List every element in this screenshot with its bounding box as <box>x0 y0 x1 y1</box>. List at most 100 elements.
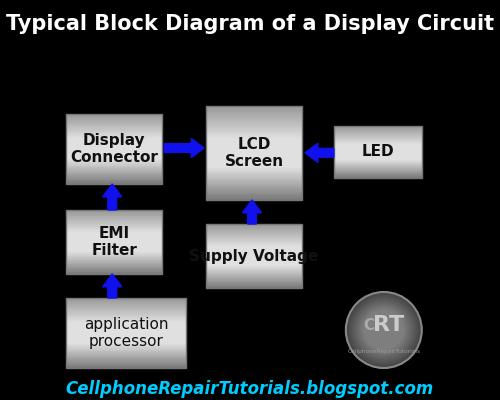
Circle shape <box>348 295 419 365</box>
Bar <box>66 134 162 135</box>
Bar <box>66 114 162 184</box>
Bar <box>206 265 302 266</box>
Bar <box>66 164 162 166</box>
Bar <box>66 318 186 320</box>
Bar <box>66 116 162 118</box>
Bar <box>66 264 162 265</box>
Bar <box>66 234 162 235</box>
Bar <box>66 154 162 155</box>
Bar <box>66 162 162 164</box>
FancyArrow shape <box>164 138 204 158</box>
Bar <box>66 152 162 153</box>
Bar <box>206 136 302 138</box>
Bar <box>66 136 162 137</box>
Bar <box>66 353 186 354</box>
Bar <box>206 232 302 233</box>
Bar <box>66 351 186 352</box>
Bar <box>206 243 302 244</box>
Bar <box>66 302 186 303</box>
Bar <box>66 125 162 126</box>
Bar <box>66 367 186 368</box>
Bar <box>206 242 302 243</box>
Bar <box>206 284 302 285</box>
Bar <box>66 115 162 117</box>
Bar <box>66 364 186 365</box>
Bar <box>66 244 162 245</box>
Bar <box>66 210 162 212</box>
Bar <box>334 150 422 151</box>
Bar <box>66 273 162 274</box>
Bar <box>66 359 186 360</box>
Bar <box>66 312 186 313</box>
Bar <box>206 189 302 191</box>
Bar <box>66 246 162 247</box>
Bar <box>66 213 162 214</box>
Circle shape <box>361 307 406 353</box>
Bar <box>206 249 302 250</box>
Bar <box>66 167 162 168</box>
Bar <box>66 314 186 316</box>
Bar <box>66 212 162 213</box>
Bar <box>66 145 162 146</box>
Bar <box>334 131 422 132</box>
Bar <box>66 331 186 332</box>
Bar <box>66 335 186 336</box>
Bar <box>66 215 162 216</box>
Bar <box>66 178 162 179</box>
Bar <box>66 257 162 258</box>
Bar <box>334 161 422 162</box>
Bar <box>66 231 162 232</box>
Bar <box>206 197 302 199</box>
Bar <box>66 344 186 345</box>
Bar <box>334 143 422 144</box>
Bar <box>66 345 186 346</box>
Bar <box>66 366 186 367</box>
Bar <box>334 128 422 129</box>
Bar <box>206 132 302 133</box>
Bar <box>66 346 186 348</box>
Bar <box>334 146 422 148</box>
Bar <box>66 156 162 158</box>
Bar <box>334 141 422 142</box>
Bar <box>66 298 186 368</box>
Circle shape <box>348 294 420 366</box>
Bar <box>334 155 422 156</box>
Bar <box>66 114 162 115</box>
Circle shape <box>352 298 416 362</box>
Bar <box>206 259 302 260</box>
Bar <box>206 236 302 238</box>
Circle shape <box>363 309 405 351</box>
Bar <box>206 109 302 111</box>
Circle shape <box>356 302 412 358</box>
Bar <box>206 120 302 121</box>
Text: Supply Voltage: Supply Voltage <box>190 248 318 264</box>
Bar <box>66 298 186 299</box>
Bar <box>66 267 162 268</box>
Bar <box>206 260 302 262</box>
Bar <box>206 279 302 280</box>
Bar <box>66 268 162 269</box>
Bar <box>66 334 186 336</box>
Bar <box>334 133 422 134</box>
Bar <box>206 251 302 252</box>
Bar <box>66 250 162 252</box>
Bar <box>206 175 302 176</box>
Bar <box>206 167 302 168</box>
Bar <box>334 156 422 157</box>
Bar <box>66 220 162 221</box>
Bar <box>206 276 302 277</box>
Bar <box>66 134 162 136</box>
Bar <box>334 126 422 127</box>
Bar <box>66 270 162 271</box>
Bar <box>66 221 162 222</box>
Bar <box>66 123 162 124</box>
Bar <box>66 306 186 308</box>
Bar <box>66 128 162 129</box>
Circle shape <box>352 298 416 362</box>
Bar <box>206 247 302 248</box>
Bar <box>66 355 186 357</box>
Circle shape <box>358 305 409 355</box>
Bar <box>66 318 186 319</box>
Bar <box>66 299 186 301</box>
Bar <box>334 165 422 166</box>
